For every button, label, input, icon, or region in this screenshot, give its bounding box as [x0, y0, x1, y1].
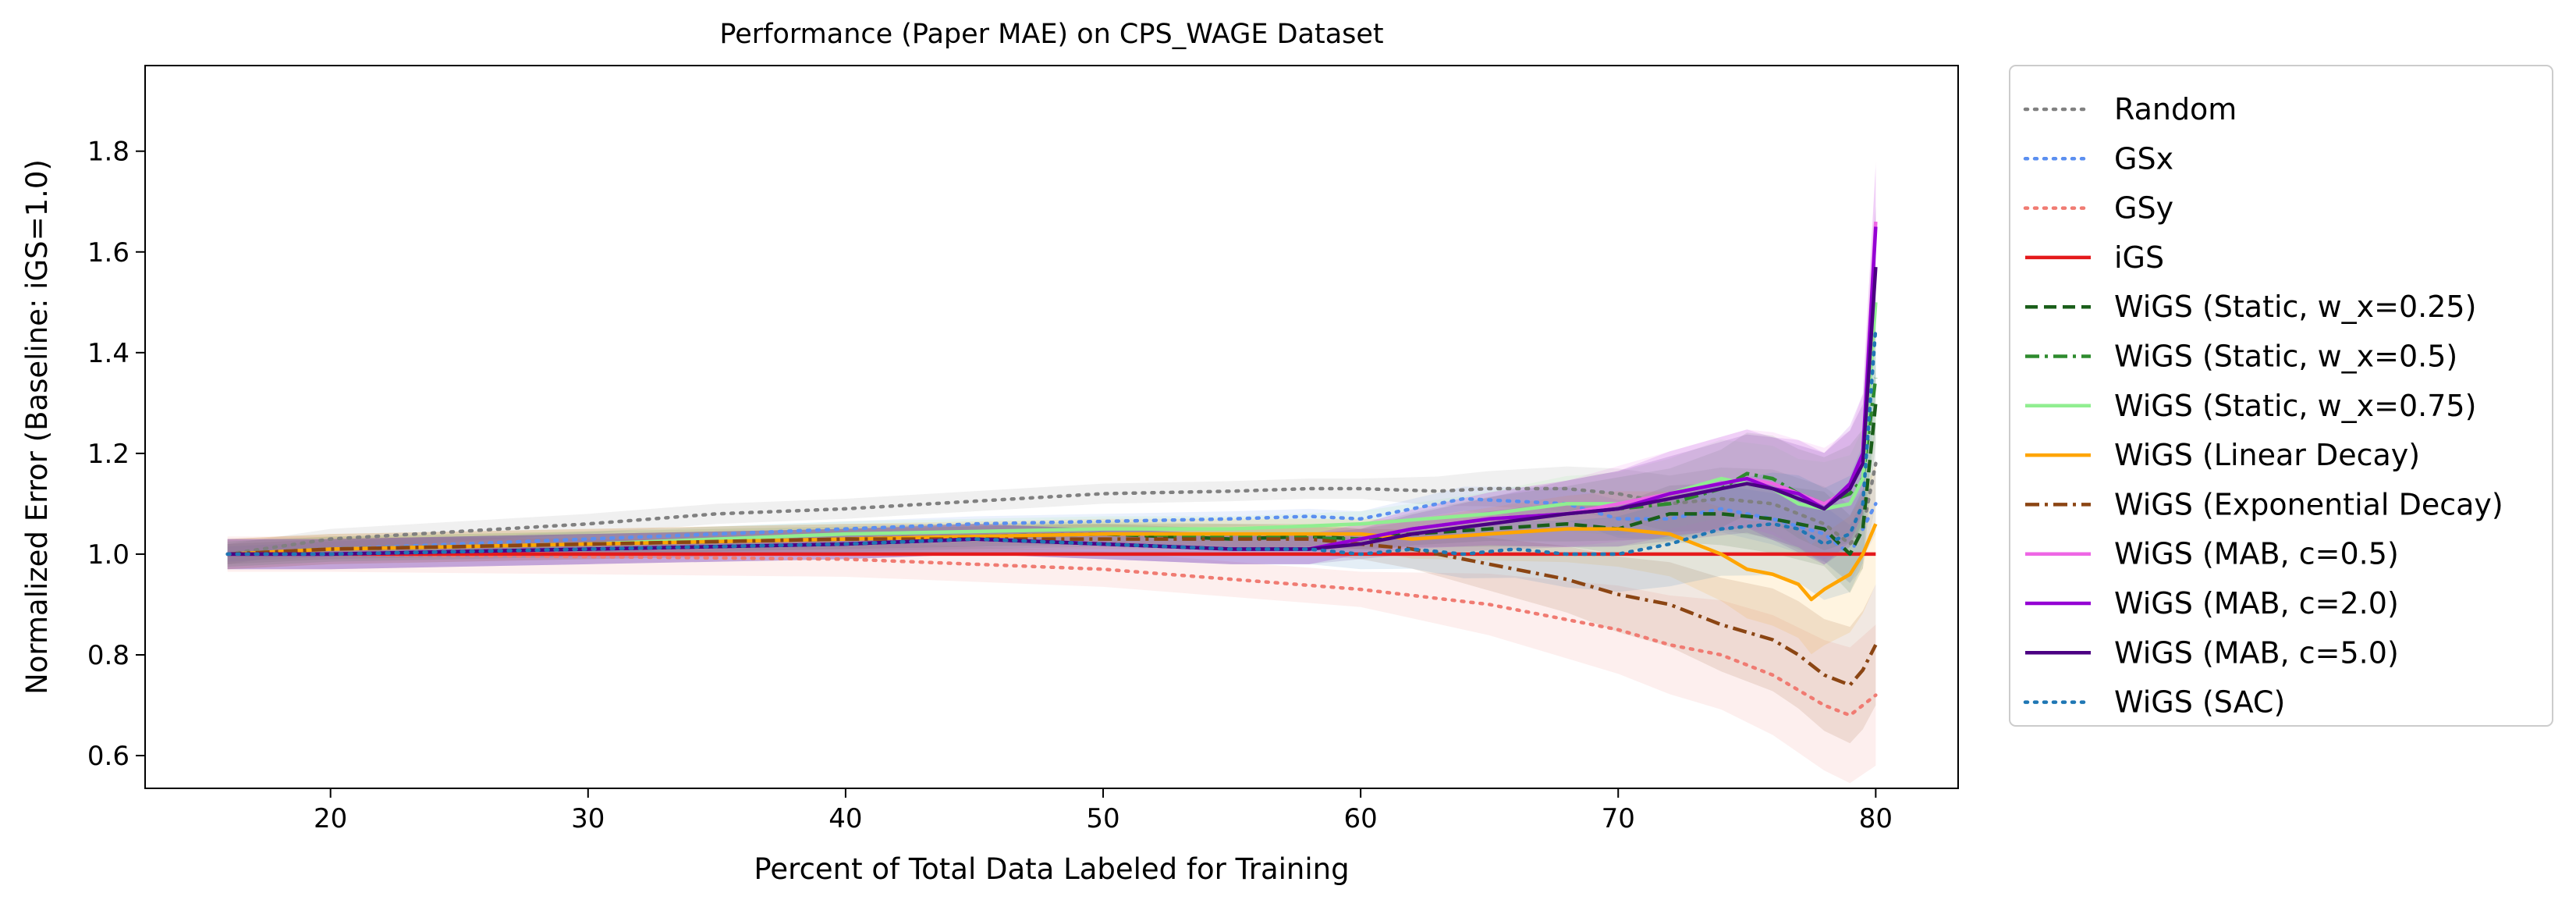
legend: Random GSx GSy iGS WiGS (Static, w_x=0.25) Wi… — [2009, 65, 2553, 727]
band-wigs-mab-c-0-5 — [227, 161, 1876, 570]
y-tick-label: 0.8 — [87, 640, 130, 671]
band-wigs-static-w-x-0-5 — [227, 327, 1876, 567]
legend-label: Random — [2114, 92, 2237, 126]
series-line-wigs-sac — [225, 325, 1878, 557]
series-line-random — [225, 461, 1878, 557]
series-line-wigs-static-w-x-0-75 — [227, 302, 1878, 557]
x-tick-label: 40 — [829, 803, 862, 834]
legend-label: WiGS (MAB, c=5.0) — [2114, 635, 2399, 670]
legend-label: GSx — [2114, 141, 2173, 176]
confidence-bands — [227, 161, 1876, 784]
legend-frame — [2009, 65, 2553, 727]
y-tick-label: 1.0 — [87, 539, 130, 571]
series-line-gsx — [225, 496, 1878, 557]
band-random — [227, 423, 1876, 583]
x-tick-label: 70 — [1602, 803, 1635, 834]
y-tick-label: 1.2 — [87, 439, 130, 470]
band-wigs-mab-c-2-0 — [227, 166, 1876, 570]
x-tick-label: 50 — [1086, 803, 1119, 834]
legend-label: WiGS (Exponential Decay) — [2114, 487, 2503, 521]
band-wigs-linear-decay — [227, 463, 1876, 655]
x-tick-label: 80 — [1859, 803, 1893, 834]
series-lines — [225, 221, 1878, 717]
x-axis-label: Percent of Total Data Labeled for Traini… — [754, 852, 1349, 886]
y-tick-label: 1.4 — [87, 338, 130, 369]
x-tick-label: 60 — [1344, 803, 1378, 834]
legend-label: WiGS (Linear Decay) — [2114, 438, 2420, 472]
band-gsy — [227, 536, 1876, 784]
y-axis-label: Normalized Error (Baseline: iGS=1.0) — [20, 159, 54, 695]
y-tick-label: 0.6 — [87, 741, 130, 772]
chart-title: Performance (Paper MAE) on CPS_WAGE Data… — [719, 19, 1383, 50]
y-tick-label: 1.8 — [87, 137, 130, 168]
legend-label: WiGS (Static, w_x=0.25) — [2114, 290, 2476, 324]
legend-label: WiGS (SAC) — [2114, 685, 2285, 720]
series-line-gsy — [225, 552, 1878, 717]
legend-label: WiGS (MAB, c=2.0) — [2114, 586, 2399, 621]
y-tick-label: 1.6 — [87, 237, 130, 269]
x-tick-label: 30 — [571, 803, 605, 834]
band-wigs-exponential-decay — [227, 524, 1876, 744]
legend-label: WiGS (MAB, c=0.5) — [2114, 537, 2399, 571]
legend-label: WiGS (Static, w_x=0.75) — [2114, 389, 2476, 423]
plot-area — [144, 65, 1959, 789]
legend-label: GSy — [2114, 191, 2173, 226]
x-tick-label: 20 — [314, 803, 347, 834]
x-axis: 20 30 40 50 60 70 80 — [314, 788, 1893, 834]
legend-label: iGS — [2114, 240, 2164, 275]
legend-label: WiGS (Static, w_x=0.5) — [2114, 340, 2457, 374]
y-axis: 0.6 0.8 1.0 1.2 1.4 1.6 1.8 — [87, 137, 145, 772]
